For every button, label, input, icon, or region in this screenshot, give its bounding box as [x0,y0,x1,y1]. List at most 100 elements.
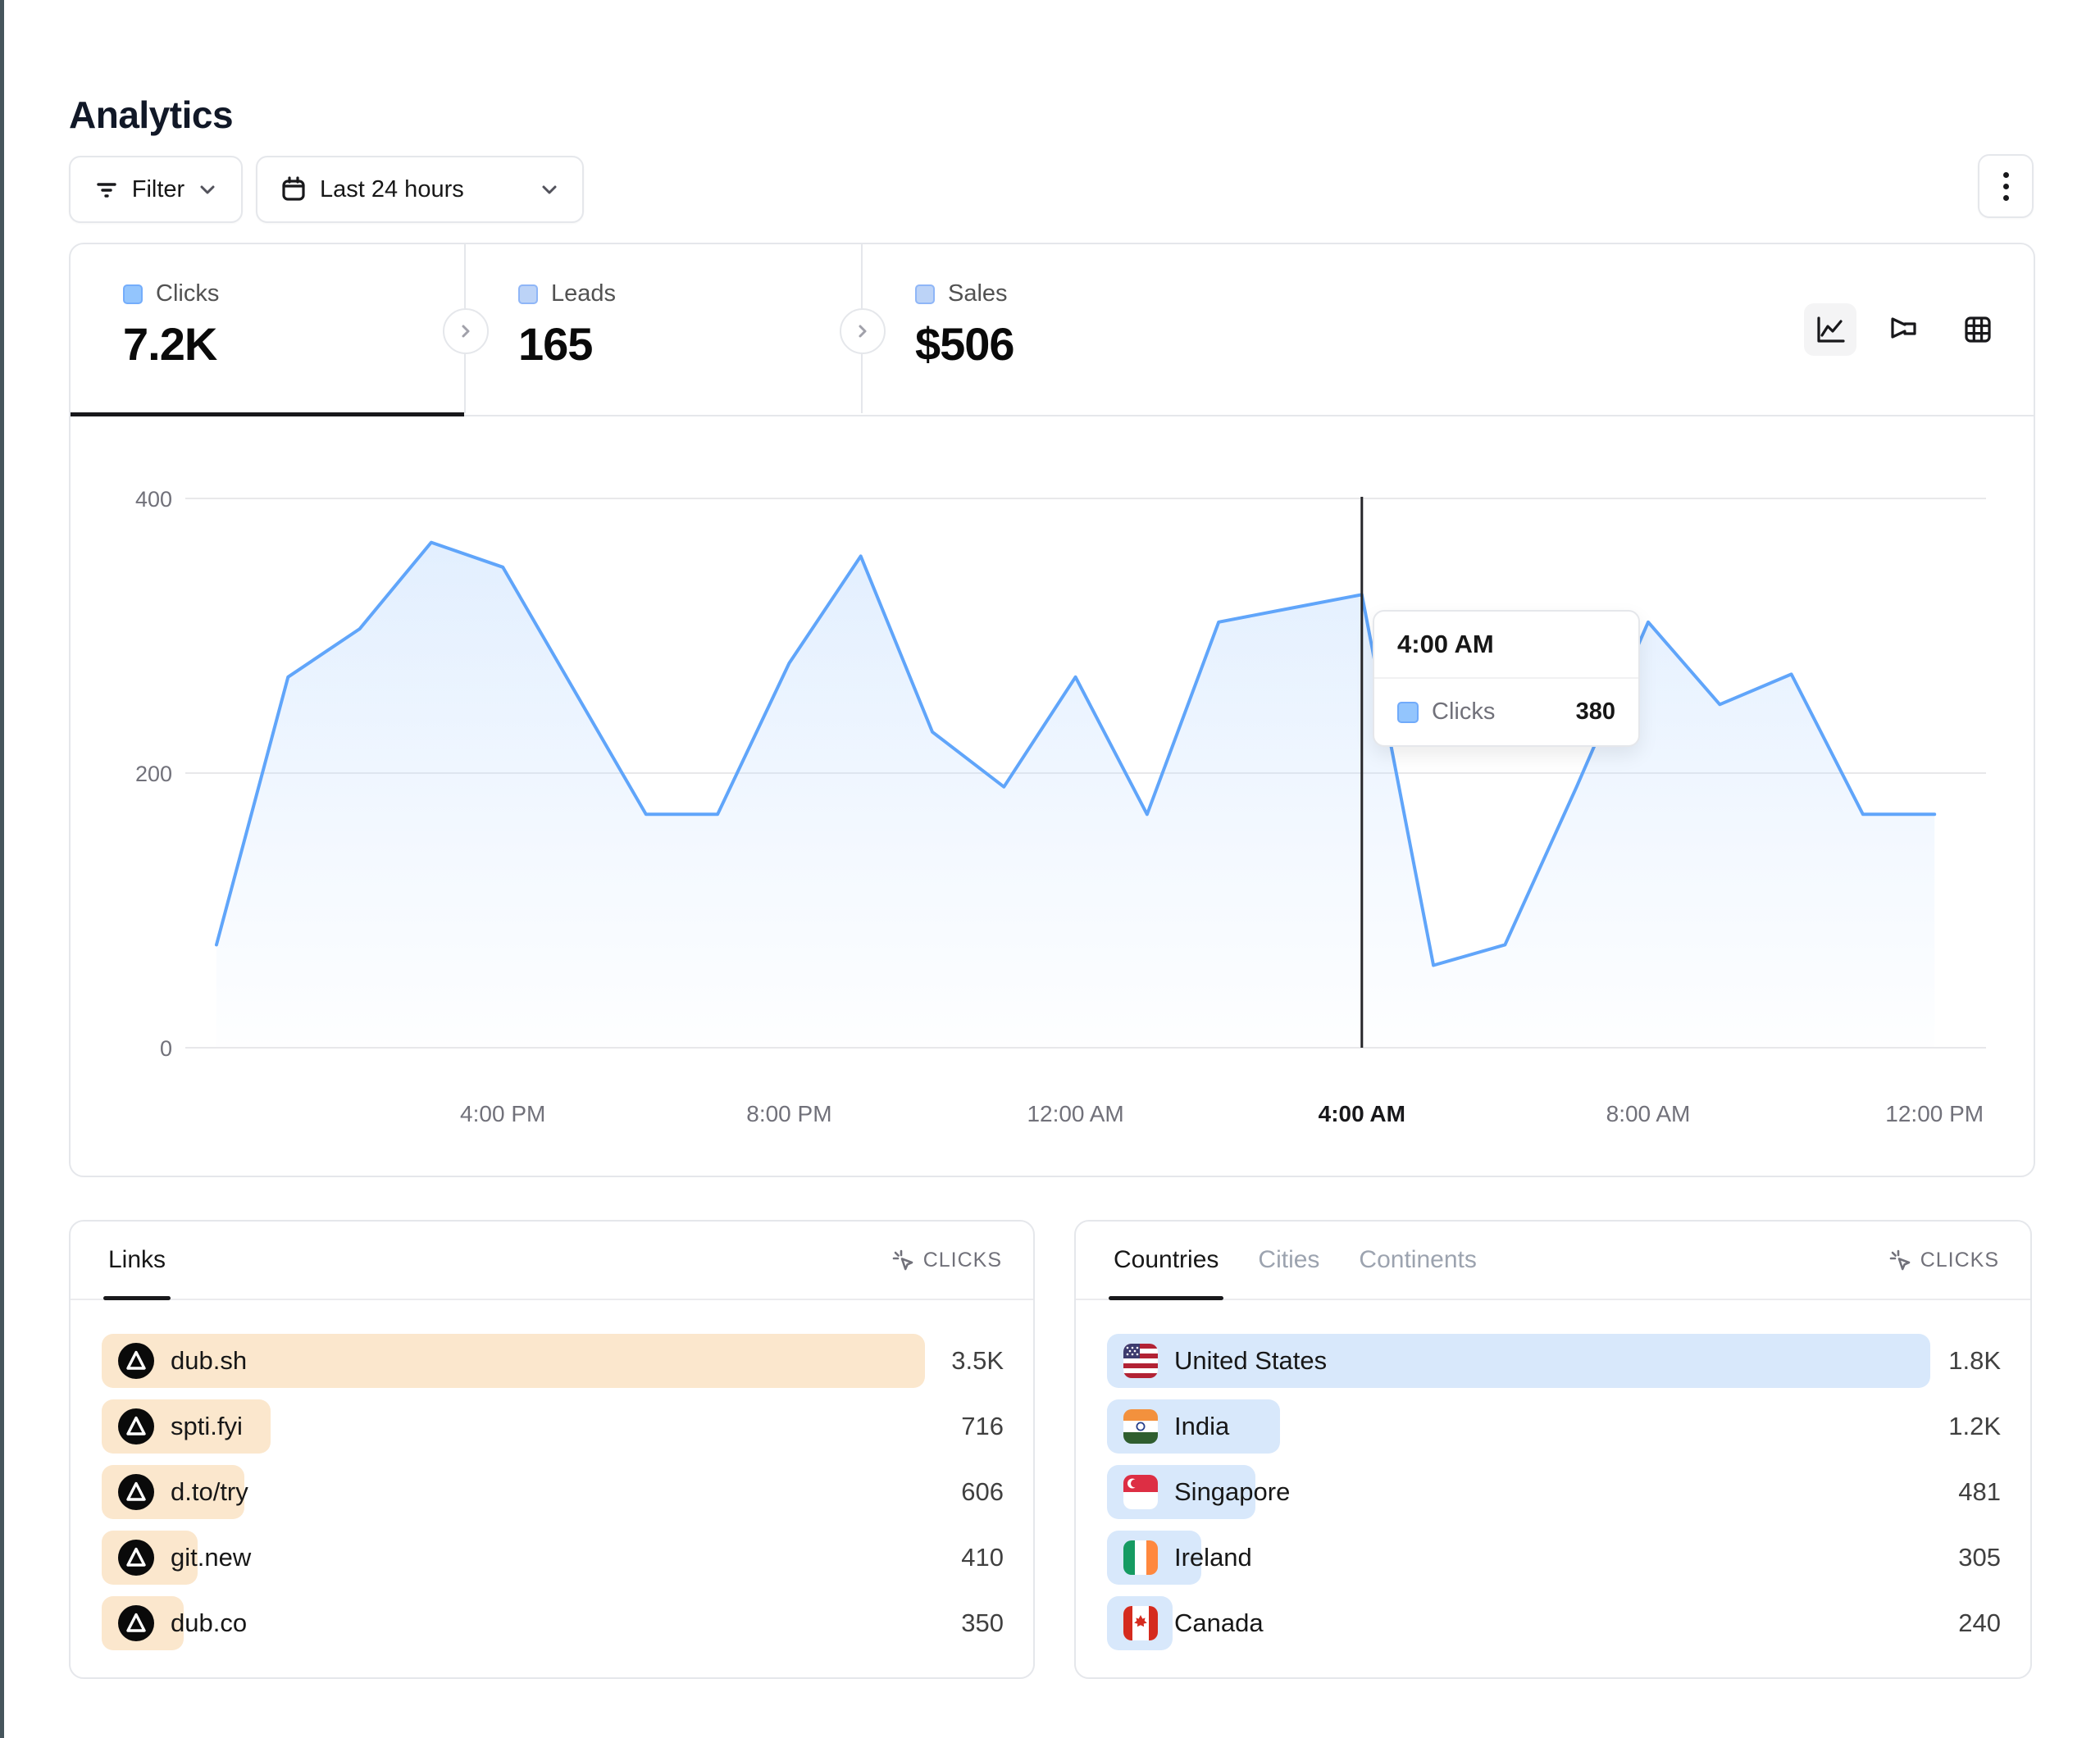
link-label: d.to/try [171,1477,248,1506]
dub-logo-icon [118,1343,154,1379]
dub-logo-icon [118,1605,154,1641]
y-axis-tick: 400 [135,487,172,512]
country-row[interactable]: United States 1.8K [1107,1328,2001,1394]
filter-icon [93,175,121,203]
stat-value: 7.2K [123,318,217,370]
funnel-chart-toggle-button[interactable] [1878,303,1930,356]
date-range-button[interactable]: Last 24 hours [256,156,584,223]
flag-sg-icon [1123,1475,1158,1509]
dub-logo-icon [118,1474,154,1510]
area-fill [216,542,1935,1048]
filter-button[interactable]: Filter [69,156,243,223]
kebab-dot [2002,183,2009,189]
tab-leads[interactable]: Leads 165 [466,244,861,415]
stat-label: Sales [948,280,1008,307]
links-panel: Links CLICKS dub.sh 3.5K spti.fyi 716 d.to/t… [69,1220,1035,1679]
clicks-line [215,540,1937,967]
clicks-time-series-chart[interactable]: 0 200 400 4:00 PM 8:00 PM 12:00 AM 4:00 AM 8:00… [71,415,2034,1174]
funnel-icon [1891,317,1916,339]
link-clicks-value: 350 [961,1608,1004,1637]
tooltip-series-name: Clicks [1432,698,1496,725]
country-row[interactable]: Singapore 481 [1107,1459,2001,1525]
link-clicks-value: 3.5K [951,1346,1004,1375]
link-label: git.new [171,1543,252,1572]
chevron-down-icon [196,178,219,201]
link-label: spti.fyi [171,1412,243,1440]
line-chart-toggle-button[interactable] [1804,303,1856,356]
country-clicks-value: 305 [1958,1543,2001,1572]
flag-sg-icon [1123,1475,1158,1509]
link-clicks-value: 410 [961,1543,1004,1572]
chevron-down-icon [538,178,561,201]
dub-logo-icon [118,1408,154,1445]
line-chart-icon [1817,316,1845,343]
x-axis-tick: 12:00 PM [1885,1101,1984,1126]
country-clicks-value: 1.2K [1948,1412,2001,1440]
metric-header: CLICKS [1920,1248,1999,1272]
link-row[interactable]: dub.co 350 [102,1590,1004,1656]
tab-links[interactable]: Links [102,1222,171,1300]
country-label: Ireland [1174,1543,1252,1572]
window-edge-strip [0,0,4,1738]
country-label: Canada [1174,1608,1264,1637]
country-row[interactable]: India 1.2K [1107,1394,2001,1459]
flag-ie-icon [1123,1540,1158,1575]
active-tab-underline [71,412,464,416]
link-clicks-value: 716 [961,1412,1004,1440]
link-row[interactable]: dub.sh 3.5K [102,1328,1004,1394]
dub-logo-icon [118,1605,154,1641]
table-view-toggle-button[interactable] [1952,303,2004,356]
country-row[interactable]: Canada 240 [1107,1590,2001,1656]
y-axis-tick: 0 [160,1036,172,1061]
kebab-dot [2002,171,2009,178]
x-axis-tick: 8:00 AM [1606,1101,1691,1126]
chevron-right-icon [462,325,470,338]
country-label: United States [1174,1346,1328,1375]
country-row[interactable]: Ireland 305 [1107,1525,2001,1590]
countries-list: United States 1.8K India 1.2K Singapore 481 Ir… [1107,1328,2001,1656]
country-bar [1107,1334,1930,1388]
link-row[interactable]: git.new 410 [102,1525,1004,1590]
countries-panel: Countries Cities Continents CLICKS United … [1074,1220,2032,1679]
chart-tooltip: 4:00 AM Clicks 380 [1373,610,1640,747]
tab-continents[interactable]: Continents [1359,1246,1477,1273]
flag-ca-icon [1123,1606,1158,1640]
flag-ie-icon [1123,1540,1158,1575]
chevron-right-icon [859,325,867,338]
stats-tabs-row: Clicks 7.2K Leads 165 Sales $506 [71,244,2034,416]
expand-sales-button[interactable] [840,308,886,354]
tooltip-time: 4:00 AM [1374,612,1638,679]
leads-swatch-icon [518,284,538,304]
tab-cities[interactable]: Cities [1258,1246,1320,1273]
x-axis-tick: 4:00 AM [1319,1101,1405,1126]
stat-value: 165 [518,318,593,370]
link-label: dub.sh [171,1346,248,1375]
tab-countries[interactable]: Countries [1108,1222,1224,1300]
sales-swatch-icon [915,284,935,304]
dub-logo-icon [118,1540,154,1576]
grid-icon [1965,316,1991,343]
clicks-swatch-icon [123,284,143,304]
expand-leads-button[interactable] [443,308,489,354]
country-clicks-value: 240 [1958,1608,2001,1637]
tab-clicks[interactable]: Clicks 7.2K [71,244,464,415]
flag-us-icon [1123,1344,1158,1378]
stat-label: Clicks [156,280,220,307]
flag-ca-icon [1123,1606,1158,1640]
links-list: dub.sh 3.5K spti.fyi 716 d.to/try 606 git.new 4… [102,1328,1004,1656]
country-clicks-value: 1.8K [1948,1346,2001,1375]
dub-logo-icon [118,1540,154,1576]
kebab-dot [2002,194,2009,201]
cursor-click-icon [891,1248,915,1272]
flag-in-icon [1123,1409,1158,1444]
x-axis-tick: 8:00 PM [746,1101,831,1126]
link-clicks-value: 606 [961,1477,1004,1506]
link-row[interactable]: spti.fyi 716 [102,1394,1004,1459]
country-label: India [1174,1412,1230,1440]
link-row[interactable]: d.to/try 606 [102,1459,1004,1525]
page-title: Analytics [69,93,234,136]
countries-tab-bar: Countries Cities Continents [1108,1222,1477,1300]
more-options-button[interactable] [1978,154,2034,218]
filter-button-label: Filter [131,175,185,202]
tab-sales[interactable]: Sales $506 [863,244,1289,415]
